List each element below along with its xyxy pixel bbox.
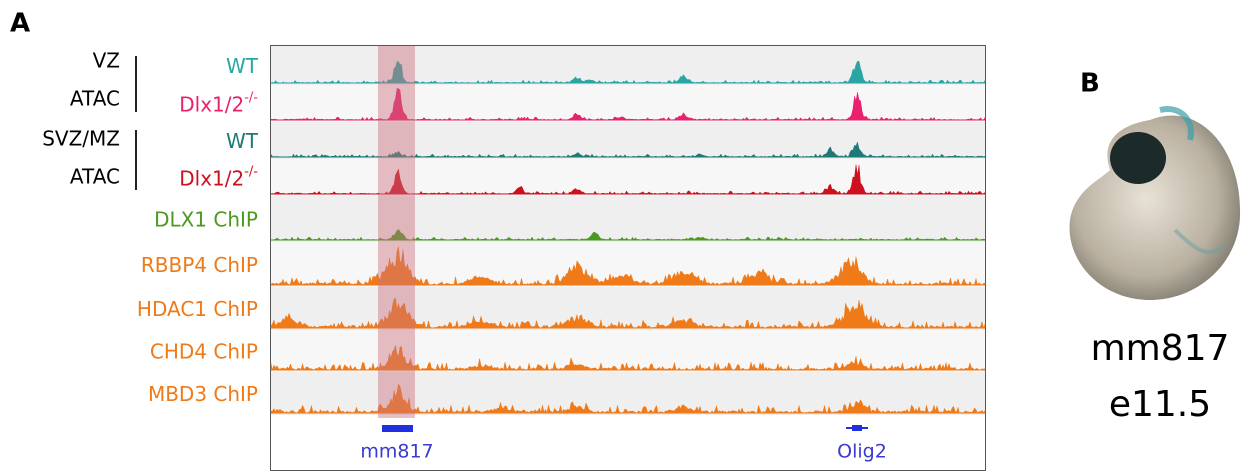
group-label: ATAC: [70, 87, 120, 111]
track-label: MBD3 ChIP: [148, 382, 258, 406]
figure: A mm817 Olig2 B mm817 e11.5 VZ ATAC SVZ/MZ…: [0, 0, 1256, 471]
track-label: DLX1 ChIP: [154, 208, 258, 232]
panel-label: B: [1080, 69, 1100, 99]
gene-label: Olig2: [837, 441, 887, 463]
track-label: Dlx1/2-/-: [179, 164, 258, 190]
caption: e11.5: [1109, 384, 1211, 425]
track-label: WT: [226, 54, 259, 78]
track-name: Dlx1/2: [179, 92, 244, 116]
embryo: [1070, 109, 1241, 300]
track-label: Dlx1/2-/-: [179, 90, 258, 116]
caption: mm817: [1091, 328, 1230, 369]
track-name: Dlx1/2: [179, 166, 244, 190]
group-label: VZ: [93, 49, 120, 73]
track-label: HDAC1 ChIP: [137, 297, 258, 321]
track-label: CHD4 ChIP: [150, 340, 258, 364]
superscript: -/-: [244, 90, 258, 105]
group-label: ATAC: [70, 165, 120, 189]
track-label: WT: [226, 129, 259, 153]
feature-label: mm817: [360, 441, 433, 463]
feature-bar: [382, 425, 413, 432]
highlight: [378, 46, 415, 418]
track-label: RBBP4 ChIP: [141, 253, 258, 277]
group-label: SVZ/MZ: [42, 127, 120, 151]
superscript: -/-: [244, 164, 258, 179]
panel-label: A: [10, 9, 30, 39]
